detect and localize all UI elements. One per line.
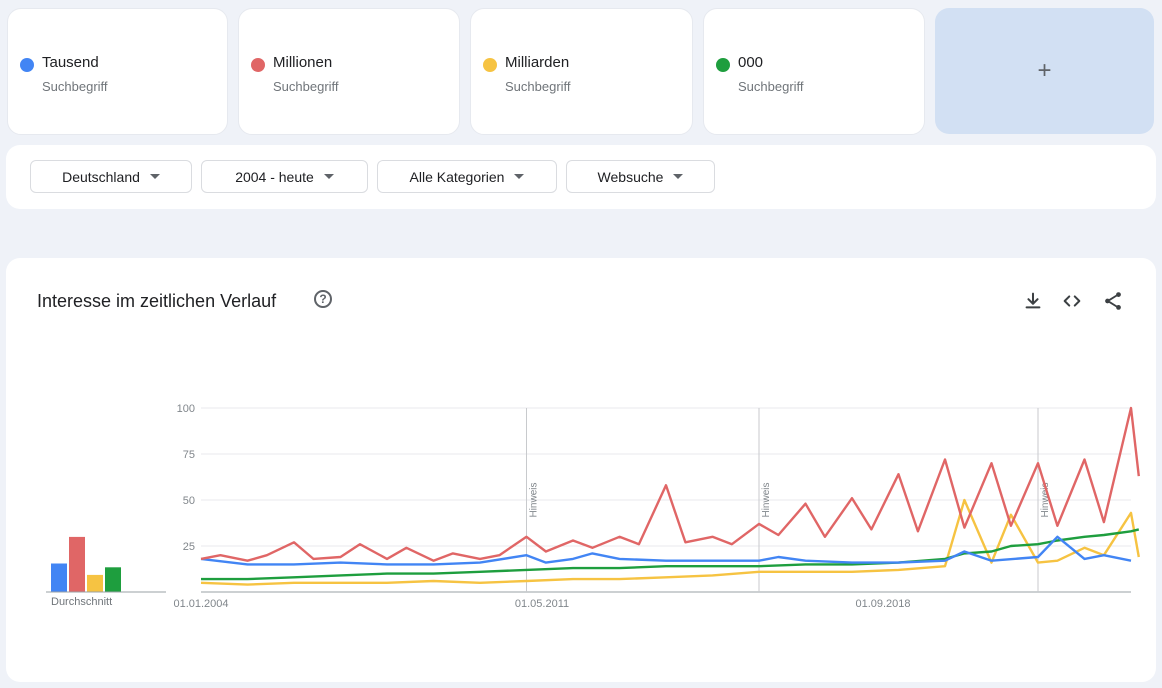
x-tick-label: 01.09.2018: [855, 598, 910, 608]
term-type: Suchbegriff: [738, 79, 804, 94]
category-dropdown[interactable]: Alle Kategorien: [377, 160, 557, 193]
series-line-000[interactable]: [201, 528, 1140, 581]
caret-down-icon: [323, 174, 334, 179]
annotation-label[interactable]: Hinweis: [761, 482, 772, 517]
term-color-dot: [483, 58, 497, 72]
y-tick-label: 100: [177, 403, 195, 415]
term-name[interactable]: Milliarden: [505, 54, 570, 71]
term-card-millionen[interactable]: Millionen Suchbegriff: [238, 8, 460, 135]
filter-bar: Deutschland 2004 - heute Alle Kategorien…: [6, 145, 1156, 209]
x-tick-label: 01.01.2004: [173, 598, 228, 608]
average-bar-tausend[interactable]: [51, 563, 67, 593]
annotation-label[interactable]: Hinweis: [529, 482, 540, 517]
y-tick-label: 25: [183, 541, 195, 553]
average-label: Durchschnitt: [51, 596, 113, 608]
term-type: Suchbegriff: [505, 79, 571, 94]
help-circle-icon[interactable]: ?: [314, 290, 332, 308]
interest-over-time-card: Interesse im zeitlichen Verlauf ? Durchs…: [6, 258, 1156, 682]
term-color-dot: [20, 58, 34, 72]
add-term-button[interactable]: +: [935, 8, 1154, 134]
region-dropdown[interactable]: Deutschland: [30, 160, 192, 193]
average-bar-chart: [46, 536, 166, 593]
chart-title: Interesse im zeitlichen Verlauf: [37, 291, 277, 311]
trend-line-chart: 25 50 75 100 Hinweis Hinweis Hinweis 01.01.2004…: [173, 403, 1140, 608]
category-label: Alle Kategorien: [409, 168, 505, 185]
search-type-label: Websuche: [597, 168, 664, 185]
term-type: Suchbegriff: [273, 79, 339, 94]
series-line-millionen[interactable]: [200, 406, 1140, 562]
series-line-tausend[interactable]: [200, 535, 1132, 566]
average-bar-000[interactable]: [105, 567, 121, 592]
download-icon[interactable]: [1022, 290, 1044, 312]
term-card-tausend[interactable]: Tausend Suchbegriff: [7, 8, 228, 135]
average-bar-millionen[interactable]: [69, 536, 85, 592]
embed-code-icon[interactable]: [1061, 290, 1083, 312]
time-range-dropdown[interactable]: 2004 - heute: [201, 160, 368, 193]
term-name[interactable]: Tausend: [42, 54, 99, 71]
time-range-label: 2004 - heute: [235, 168, 314, 185]
term-name[interactable]: 000: [738, 54, 764, 71]
term-color-dot: [251, 58, 265, 72]
top-area: Tausend Suchbegriff Millionen Suchbegrif…: [0, 0, 1162, 232]
term-color-dot: [716, 58, 730, 72]
caret-down-icon: [673, 174, 684, 179]
share-icon[interactable]: [1102, 290, 1124, 312]
search-type-dropdown[interactable]: Websuche: [566, 160, 715, 193]
caret-down-icon: [514, 174, 525, 179]
y-tick-label: 75: [183, 449, 195, 461]
annotation-label[interactable]: Hinweis: [1040, 482, 1051, 517]
plus-icon: +: [1037, 57, 1052, 84]
term-type: Suchbegriff: [42, 79, 108, 94]
x-tick-label: 01.05.2011: [515, 598, 569, 608]
term-card-000[interactable]: 000 Suchbegriff: [703, 8, 925, 135]
series-line-milliarden[interactable]: [200, 498, 1140, 586]
region-label: Deutschland: [62, 168, 140, 185]
term-card-milliarden[interactable]: Milliarden Suchbegriff: [470, 8, 693, 135]
average-bar-milliarden[interactable]: [87, 574, 103, 592]
caret-down-icon: [149, 174, 160, 179]
term-name[interactable]: Millionen: [273, 54, 333, 71]
y-tick-label: 50: [183, 495, 195, 507]
